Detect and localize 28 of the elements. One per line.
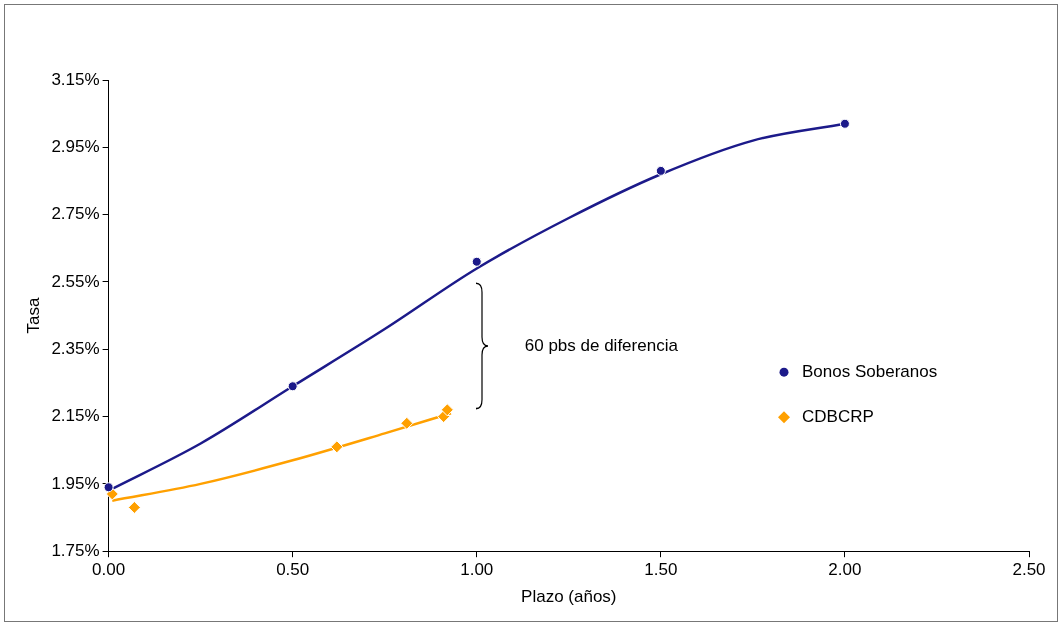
point bbox=[440, 403, 454, 417]
y-tick-label: 2.35% bbox=[51, 338, 100, 358]
legend-label: Bonos Soberanos bbox=[802, 361, 938, 381]
y-axis-title: Tasa bbox=[23, 297, 43, 334]
y-tick-label: 3.15% bbox=[51, 69, 100, 89]
point bbox=[330, 440, 344, 454]
point bbox=[655, 165, 666, 176]
point bbox=[400, 416, 414, 430]
x-tick-label: 0.50 bbox=[276, 560, 310, 580]
point bbox=[287, 381, 298, 392]
x-tick-label: 2.50 bbox=[1012, 560, 1046, 580]
y-tick-label: 2.95% bbox=[51, 137, 100, 156]
y-tick-label: 1.75% bbox=[51, 540, 100, 560]
x-tick-label: 1.00 bbox=[460, 560, 494, 580]
point bbox=[127, 500, 141, 514]
y-tick-label: 2.55% bbox=[51, 271, 100, 291]
annotation: 60 pbs de diferencia bbox=[524, 335, 679, 355]
y-tick-label: 2.75% bbox=[51, 204, 100, 224]
y-tick-label: 1.95% bbox=[51, 473, 100, 493]
point bbox=[103, 482, 114, 493]
x-axis-title: Plazo (años) bbox=[521, 587, 617, 607]
y-tick-label: 2.15% bbox=[51, 406, 100, 426]
point bbox=[471, 256, 482, 267]
x-tick-label: 2.00 bbox=[828, 560, 862, 580]
x-tick-label: 0.00 bbox=[92, 560, 126, 580]
point bbox=[839, 118, 850, 129]
x-tick-label: 1.50 bbox=[644, 560, 678, 580]
legend-label: CDBCRP bbox=[802, 406, 874, 426]
